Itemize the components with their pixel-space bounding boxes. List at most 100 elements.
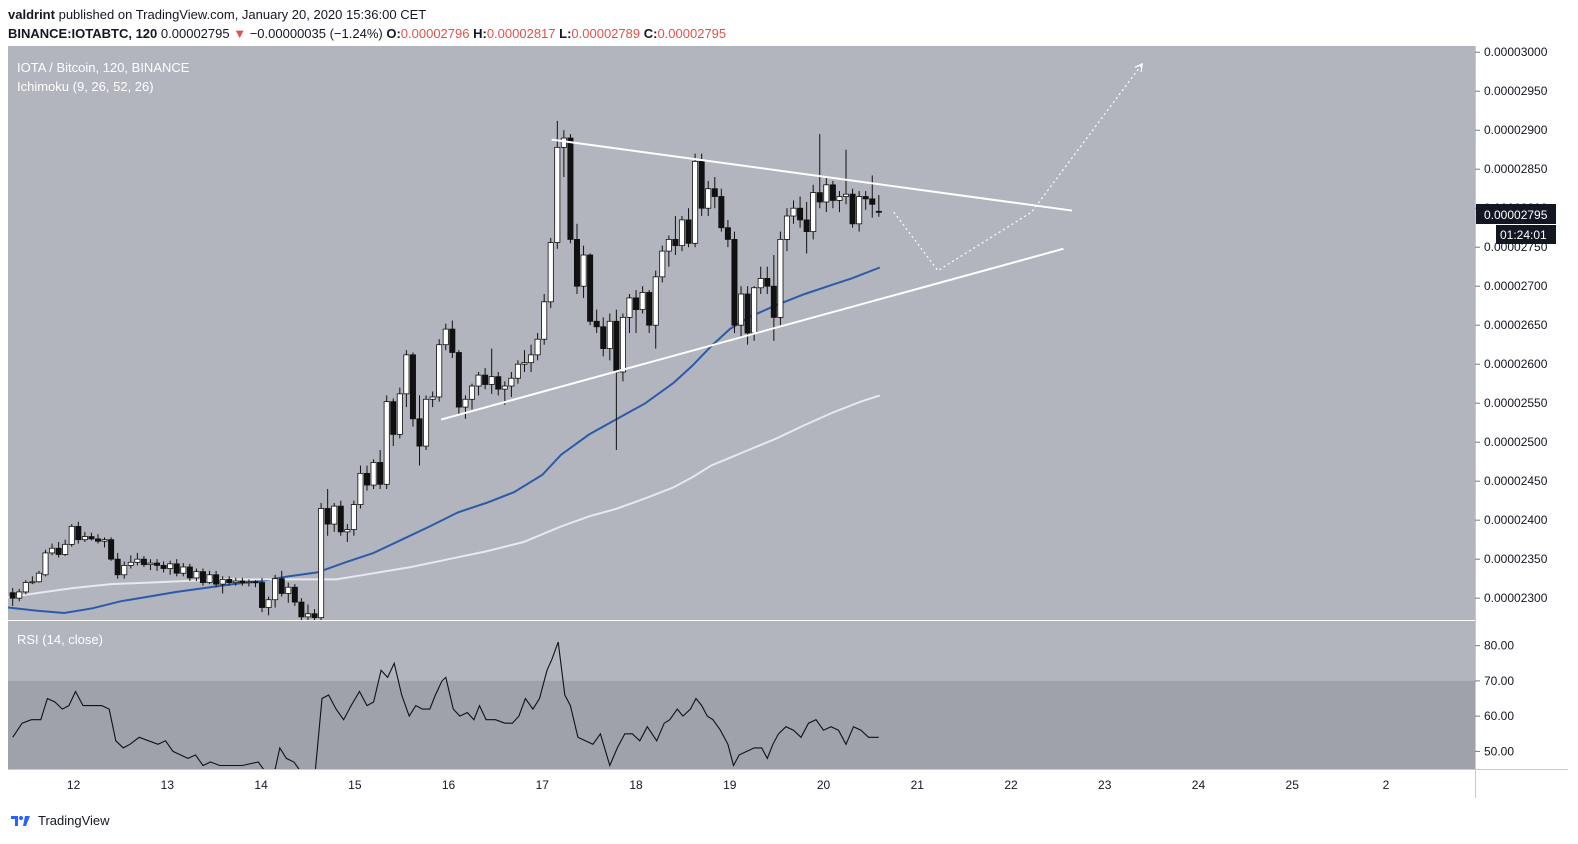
high-value: 0.00002817 bbox=[486, 26, 556, 41]
price-tick-label: 0.00002900 bbox=[1484, 123, 1548, 137]
candle-9 bbox=[68, 524, 75, 547]
published-text: published on TradingView.com, January 20… bbox=[58, 7, 427, 22]
candle-body bbox=[534, 338, 541, 356]
candle-body bbox=[173, 563, 180, 574]
candle-79 bbox=[528, 344, 535, 372]
price-axis[interactable]: 0.00003000 0.00002950 0.00002900 0.00002850… bbox=[1475, 45, 1548, 605]
candle-body bbox=[265, 599, 272, 608]
ascending-trendline bbox=[440, 247, 1064, 421]
time-axis[interactable]: 12 13 14 15 16 17 18 19 20 21 22 23 24 25 2 bbox=[67, 778, 1390, 792]
price-axis-background bbox=[1476, 46, 1568, 620]
candle-body bbox=[469, 385, 476, 400]
candle-body bbox=[324, 508, 331, 525]
candle-68 bbox=[455, 350, 462, 415]
candle-99 bbox=[659, 245, 666, 283]
candle-11 bbox=[81, 531, 88, 543]
rsi-band-fill bbox=[8, 680, 1475, 769]
time-tick-label: 12 bbox=[67, 778, 81, 792]
candle-114 bbox=[757, 266, 764, 295]
candle-body bbox=[167, 563, 174, 569]
rsi-axis[interactable]: 80.00 70.00 60.00 50.00 bbox=[1475, 639, 1514, 759]
candle-80 bbox=[534, 333, 541, 361]
candle-body bbox=[856, 196, 863, 225]
candle-body bbox=[396, 393, 403, 435]
candle-60 bbox=[403, 350, 410, 408]
candle-body bbox=[790, 207, 797, 217]
candle-body bbox=[652, 276, 659, 326]
candle-87 bbox=[580, 245, 587, 298]
low-value: 0.00002789 bbox=[571, 26, 641, 41]
candle-20 bbox=[140, 556, 147, 567]
candle-body bbox=[803, 219, 810, 233]
candle-2 bbox=[22, 580, 29, 595]
price-tick-label: 0.00002550 bbox=[1484, 396, 1548, 410]
candle-body bbox=[81, 536, 88, 541]
candle-body bbox=[501, 385, 508, 390]
candle-39 bbox=[265, 596, 272, 616]
projection-arrowhead bbox=[1134, 62, 1143, 72]
author-name[interactable]: valdrint bbox=[8, 7, 55, 22]
candle-15 bbox=[108, 537, 115, 561]
rsi-line-group bbox=[12, 641, 879, 769]
tradingview-logo[interactable]: TradingView bbox=[10, 810, 110, 830]
candle-108 bbox=[718, 188, 725, 232]
candle-67 bbox=[449, 320, 456, 358]
candle-61 bbox=[409, 352, 416, 427]
candle-118 bbox=[783, 208, 790, 252]
candle-31 bbox=[213, 570, 220, 588]
low-label: L: bbox=[559, 26, 572, 41]
bar-countdown: 01:24:01 bbox=[1500, 228, 1547, 242]
candle-body bbox=[226, 579, 233, 583]
candle-65 bbox=[436, 339, 443, 402]
candle-body bbox=[475, 374, 482, 387]
candle-body bbox=[862, 196, 869, 200]
time-tick-label: 21 bbox=[911, 778, 925, 792]
time-tick-label: 22 bbox=[1004, 778, 1018, 792]
candle-91 bbox=[606, 313, 613, 361]
time-tick-label: 25 bbox=[1286, 778, 1300, 792]
candle-body bbox=[140, 558, 147, 566]
candle-body bbox=[94, 538, 101, 542]
symbol-label[interactable]: BINANCE:IOTABTC, 120 bbox=[8, 26, 158, 41]
time-tick-label: 2 bbox=[1383, 778, 1390, 792]
ichimoku-line-2 bbox=[8, 394, 881, 599]
price-tick-label: 0.00002350 bbox=[1484, 552, 1548, 566]
rsi-tick-label: 80.00 bbox=[1484, 639, 1514, 653]
candle-body bbox=[843, 193, 850, 197]
quote-line: BINANCE:IOTABTC, 120 0.00002795 ▼ −0.000… bbox=[8, 26, 726, 41]
candle-body bbox=[836, 196, 843, 201]
candle-66 bbox=[442, 323, 449, 351]
candle-117 bbox=[777, 231, 784, 326]
candle-129 bbox=[856, 191, 863, 232]
candle-74 bbox=[495, 371, 502, 396]
candle-96 bbox=[639, 286, 646, 314]
candle-130 bbox=[862, 191, 869, 210]
candle-127 bbox=[843, 149, 850, 205]
candle-8 bbox=[62, 539, 69, 557]
candle-body bbox=[462, 398, 469, 408]
candle-body bbox=[744, 293, 751, 334]
candle-110 bbox=[731, 231, 738, 333]
candle-24 bbox=[167, 560, 174, 575]
candle-body bbox=[751, 287, 758, 334]
candle-body bbox=[829, 184, 836, 201]
candle-29 bbox=[199, 568, 206, 586]
rsi-legend[interactable]: RSI (14, close) bbox=[17, 632, 103, 647]
candle-body bbox=[239, 580, 246, 583]
candle-13 bbox=[94, 534, 101, 544]
ichimoku-legend[interactable]: Ichimoku (9, 26, 52, 26) bbox=[17, 79, 154, 94]
candle-body bbox=[403, 354, 410, 395]
candle-72 bbox=[482, 368, 489, 390]
candle-5 bbox=[42, 549, 49, 577]
candle-88 bbox=[587, 253, 594, 326]
candle-body bbox=[311, 613, 318, 619]
candle-19 bbox=[134, 552, 141, 566]
candle-body bbox=[455, 352, 462, 408]
candle-body bbox=[593, 320, 600, 328]
candle-30 bbox=[206, 570, 213, 585]
tradingview-brand: TradingView bbox=[38, 812, 110, 828]
candle-body bbox=[121, 565, 128, 576]
candle-body bbox=[331, 505, 338, 525]
candle-81 bbox=[541, 294, 548, 345]
